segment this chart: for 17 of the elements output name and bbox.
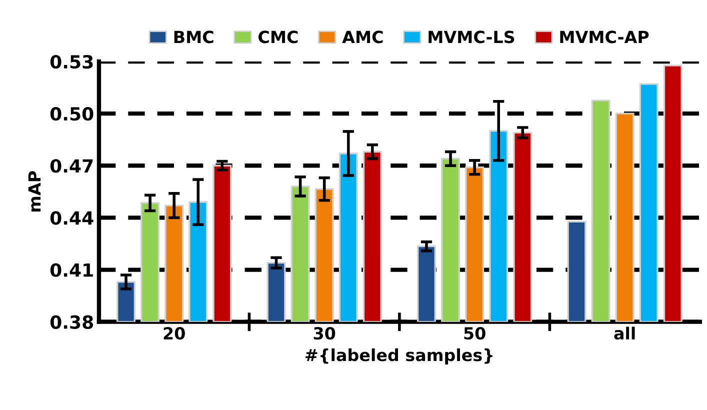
y-tick-label: 0.38 bbox=[50, 315, 93, 329]
y-tick-label: 0.53 bbox=[50, 54, 93, 69]
legend-label: MVMC-LS bbox=[428, 30, 514, 44]
x-tick-label: all bbox=[614, 326, 635, 340]
y-tick-label: 0.44 bbox=[50, 211, 94, 225]
y-tick-label: 0.50 bbox=[50, 107, 94, 121]
legend-label: MVMC-AP bbox=[560, 30, 649, 44]
legend-label: CMC bbox=[258, 30, 298, 44]
y-axis-title: mAP bbox=[28, 171, 41, 212]
x-axis-title: #{labeled samples} bbox=[306, 348, 492, 365]
legend-label: BMC bbox=[174, 30, 214, 44]
x-tick-label: 30 bbox=[314, 327, 336, 340]
y-tick-label: 0.41 bbox=[50, 263, 93, 277]
x-tick-label: 50 bbox=[464, 327, 486, 340]
legend-label: AMC bbox=[342, 30, 383, 44]
x-tick-label: 20 bbox=[164, 327, 185, 340]
y-tick-label: 0.47 bbox=[50, 159, 93, 173]
